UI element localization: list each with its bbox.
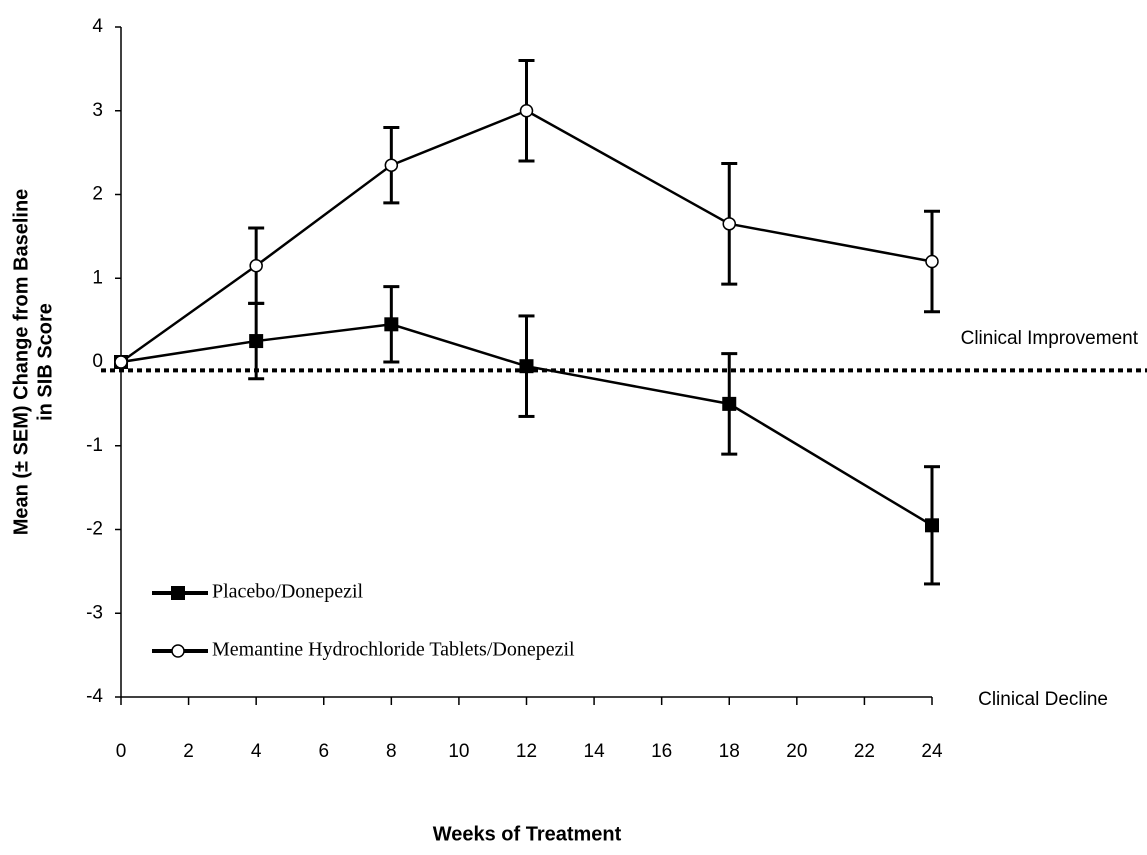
data-point [384, 317, 399, 332]
x-tick-label: 0 [116, 741, 127, 762]
x-tick-label: 6 [318, 741, 329, 762]
y-tick-label: -4 [86, 686, 103, 707]
x-tick-label: 18 [719, 741, 740, 762]
data-point [722, 396, 737, 411]
data-point [519, 104, 534, 118]
data-point [925, 518, 939, 533]
series-line [120, 323, 933, 527]
y-axis-title: Mean (± SEM) Change from Baseline [10, 189, 32, 536]
x-tick-label: 8 [386, 741, 397, 762]
data-point [722, 217, 736, 231]
x-tick-label: 4 [251, 741, 262, 762]
y-tick-label: 3 [92, 100, 103, 121]
legend-label: Placebo/Donepezil [212, 581, 363, 603]
annotation: Clinical Decline [978, 689, 1108, 710]
x-tick-label: 12 [516, 741, 537, 762]
legend-marker [171, 586, 185, 600]
data-point [925, 254, 939, 269]
annotation: Clinical Improvement [961, 328, 1139, 349]
y-tick-label: 4 [92, 16, 103, 37]
x-tick-label: 16 [651, 741, 672, 762]
legend-label: Memantine Hydrochloride Tablets/Donepezi… [212, 639, 575, 661]
data-point [249, 258, 263, 273]
x-tick-label: 10 [448, 741, 469, 762]
data-point [519, 359, 534, 374]
x-tick-label: 2 [183, 741, 194, 762]
y-axis-title: in SIB Score [34, 303, 56, 421]
series-line [120, 109, 933, 364]
y-tick-label: -2 [86, 519, 103, 540]
x-tick-label: 20 [786, 741, 807, 762]
data-point [114, 355, 128, 369]
data-point [384, 158, 399, 172]
x-tick-label: 14 [584, 741, 606, 762]
x-tick-label: 22 [854, 741, 875, 762]
y-tick-label: 2 [92, 184, 103, 205]
y-tick-label: 0 [92, 351, 103, 372]
legend-marker [171, 644, 185, 658]
y-tick-label: -3 [86, 602, 103, 623]
x-tick-label: 24 [921, 741, 943, 762]
data-point [249, 334, 264, 349]
x-axis-title: Weeks of Treatment [433, 823, 622, 845]
y-tick-label: 1 [92, 267, 103, 288]
y-tick-label: -1 [86, 435, 103, 456]
